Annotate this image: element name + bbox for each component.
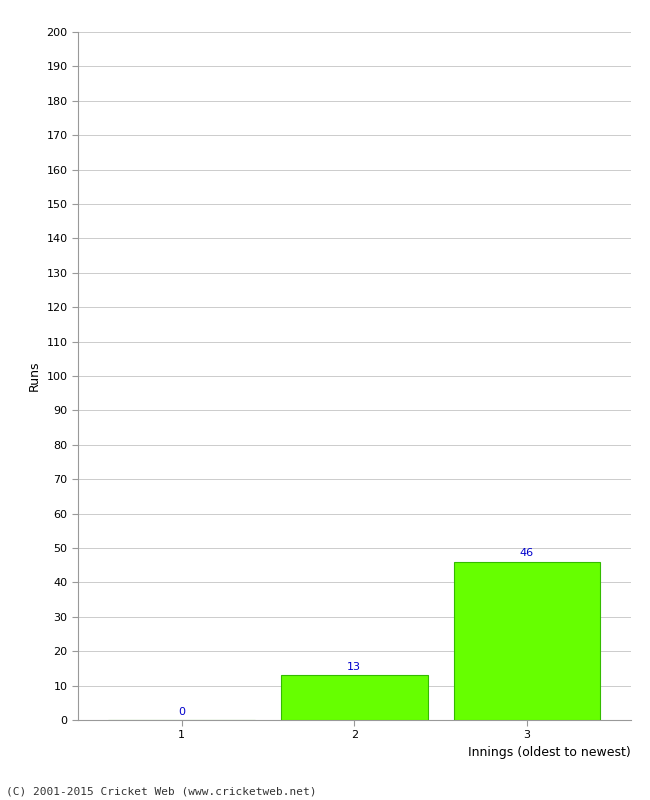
Text: 0: 0: [178, 706, 185, 717]
Y-axis label: Runs: Runs: [28, 361, 41, 391]
X-axis label: Innings (oldest to newest): Innings (oldest to newest): [468, 746, 630, 759]
Text: 13: 13: [347, 662, 361, 672]
Text: 46: 46: [520, 548, 534, 558]
Text: (C) 2001-2015 Cricket Web (www.cricketweb.net): (C) 2001-2015 Cricket Web (www.cricketwe…: [6, 786, 317, 796]
Bar: [281, 675, 428, 720]
Bar: [454, 562, 601, 720]
